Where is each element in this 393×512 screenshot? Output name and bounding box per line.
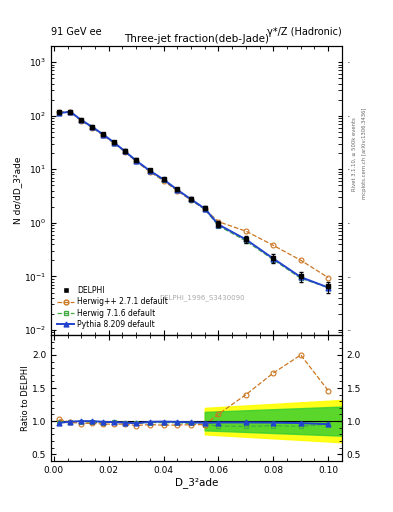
Text: γ*/Z (Hadronic): γ*/Z (Hadronic): [267, 27, 342, 37]
Text: Rivet 3.1.10, ≥ 500k events: Rivet 3.1.10, ≥ 500k events: [352, 117, 357, 190]
X-axis label: D_3²ade: D_3²ade: [175, 477, 218, 488]
Text: mcplots.cern.ch [arXiv:1306.3436]: mcplots.cern.ch [arXiv:1306.3436]: [362, 108, 367, 199]
Y-axis label: Ratio to DELPHI: Ratio to DELPHI: [22, 365, 31, 431]
Legend: DELPHI, Herwig++ 2.7.1 default, Herwig 7.1.6 default, Pythia 8.209 default: DELPHI, Herwig++ 2.7.1 default, Herwig 7…: [55, 284, 170, 331]
Title: Three-jet fraction(deb-Jade): Three-jet fraction(deb-Jade): [124, 34, 269, 44]
Y-axis label: N dσ/dD_3²ade: N dσ/dD_3²ade: [13, 157, 22, 224]
Text: 91 GeV ee: 91 GeV ee: [51, 27, 102, 37]
Text: DELPHI_1996_S3430090: DELPHI_1996_S3430090: [160, 294, 245, 301]
